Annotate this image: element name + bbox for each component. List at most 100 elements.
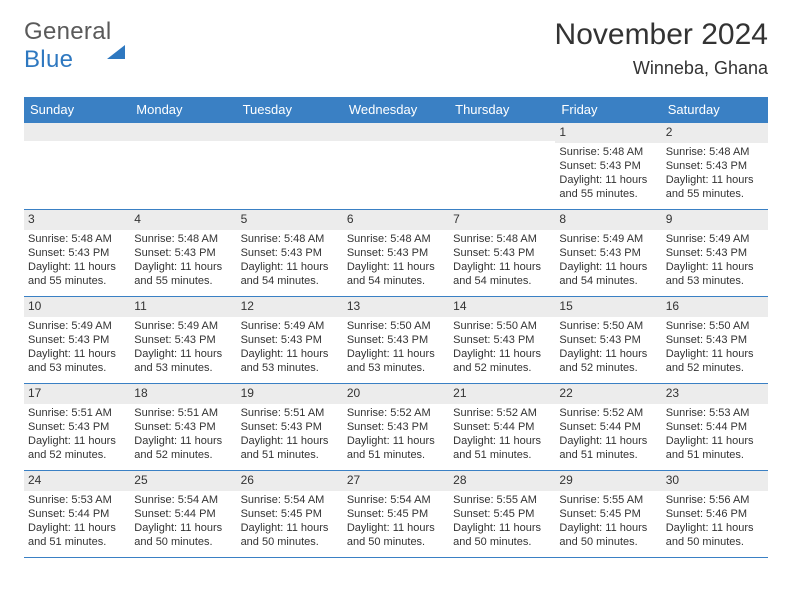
day-number: 30 — [662, 471, 768, 491]
sunrise-text: Sunrise: 5:48 AM — [453, 232, 551, 246]
day-number: 26 — [237, 471, 343, 491]
day-number: 7 — [449, 210, 555, 230]
sunset-text: Sunset: 5:44 PM — [453, 420, 551, 434]
day-cell: 29Sunrise: 5:55 AMSunset: 5:45 PMDayligh… — [555, 471, 661, 557]
day-number: 21 — [449, 384, 555, 404]
sunset-text: Sunset: 5:46 PM — [666, 507, 764, 521]
day-info: Sunrise: 5:49 AMSunset: 5:43 PMDaylight:… — [241, 319, 339, 376]
sunset-text: Sunset: 5:43 PM — [241, 333, 339, 347]
day-number: 27 — [343, 471, 449, 491]
sunset-text: Sunset: 5:43 PM — [347, 333, 445, 347]
day-cell: 7Sunrise: 5:48 AMSunset: 5:43 PMDaylight… — [449, 210, 555, 296]
sunrise-text: Sunrise: 5:52 AM — [559, 406, 657, 420]
week-row: 24Sunrise: 5:53 AMSunset: 5:44 PMDayligh… — [24, 470, 768, 557]
day-cell: 26Sunrise: 5:54 AMSunset: 5:45 PMDayligh… — [237, 471, 343, 557]
sunset-text: Sunset: 5:44 PM — [666, 420, 764, 434]
day-number: 15 — [555, 297, 661, 317]
daylight-text: Daylight: 11 hours and 52 minutes. — [666, 347, 764, 376]
day-number: 13 — [343, 297, 449, 317]
week-row: 1Sunrise: 5:48 AMSunset: 5:43 PMDaylight… — [24, 122, 768, 209]
day-info: Sunrise: 5:54 AMSunset: 5:45 PMDaylight:… — [347, 493, 445, 550]
sunset-text: Sunset: 5:43 PM — [453, 246, 551, 260]
day-info: Sunrise: 5:56 AMSunset: 5:46 PMDaylight:… — [666, 493, 764, 550]
sunset-text: Sunset: 5:45 PM — [241, 507, 339, 521]
day-header-mon: Monday — [130, 97, 236, 122]
sunrise-text: Sunrise: 5:50 AM — [347, 319, 445, 333]
sunrise-text: Sunrise: 5:49 AM — [666, 232, 764, 246]
day-cell: 13Sunrise: 5:50 AMSunset: 5:43 PMDayligh… — [343, 297, 449, 383]
page-header: General Blue November 2024 Winneba, Ghan… — [24, 18, 768, 79]
sunset-text: Sunset: 5:44 PM — [28, 507, 126, 521]
day-info: Sunrise: 5:53 AMSunset: 5:44 PMDaylight:… — [28, 493, 126, 550]
calendar-grid: Sunday Monday Tuesday Wednesday Thursday… — [24, 97, 768, 558]
daylight-text: Daylight: 11 hours and 53 minutes. — [134, 347, 232, 376]
day-info: Sunrise: 5:54 AMSunset: 5:44 PMDaylight:… — [134, 493, 232, 550]
daylight-text: Daylight: 11 hours and 55 minutes. — [28, 260, 126, 289]
sunset-text: Sunset: 5:43 PM — [28, 246, 126, 260]
day-number: 10 — [24, 297, 130, 317]
sunrise-text: Sunrise: 5:48 AM — [134, 232, 232, 246]
sunrise-text: Sunrise: 5:50 AM — [453, 319, 551, 333]
day-cell — [343, 123, 449, 209]
daylight-text: Daylight: 11 hours and 52 minutes. — [28, 434, 126, 463]
day-number — [24, 123, 130, 141]
day-cell: 25Sunrise: 5:54 AMSunset: 5:44 PMDayligh… — [130, 471, 236, 557]
daylight-text: Daylight: 11 hours and 55 minutes. — [559, 173, 657, 202]
day-number: 29 — [555, 471, 661, 491]
day-cell: 3Sunrise: 5:48 AMSunset: 5:43 PMDaylight… — [24, 210, 130, 296]
daylight-text: Daylight: 11 hours and 50 minutes. — [241, 521, 339, 550]
logo-word-2: Blue — [24, 46, 73, 73]
daylight-text: Daylight: 11 hours and 55 minutes. — [666, 173, 764, 202]
day-info: Sunrise: 5:48 AMSunset: 5:43 PMDaylight:… — [559, 145, 657, 202]
sunrise-text: Sunrise: 5:51 AM — [28, 406, 126, 420]
day-cell — [237, 123, 343, 209]
day-info: Sunrise: 5:52 AMSunset: 5:44 PMDaylight:… — [559, 406, 657, 463]
day-number: 11 — [130, 297, 236, 317]
day-info: Sunrise: 5:48 AMSunset: 5:43 PMDaylight:… — [241, 232, 339, 289]
day-cell — [130, 123, 236, 209]
day-info: Sunrise: 5:49 AMSunset: 5:43 PMDaylight:… — [666, 232, 764, 289]
brand-logo: General Blue — [24, 18, 125, 74]
location-label: Winneba, Ghana — [555, 58, 768, 79]
day-number — [343, 123, 449, 141]
sunrise-text: Sunrise: 5:49 AM — [559, 232, 657, 246]
day-info: Sunrise: 5:48 AMSunset: 5:43 PMDaylight:… — [666, 145, 764, 202]
sunrise-text: Sunrise: 5:54 AM — [134, 493, 232, 507]
sunset-text: Sunset: 5:43 PM — [453, 333, 551, 347]
sunset-text: Sunset: 5:43 PM — [666, 159, 764, 173]
sunset-text: Sunset: 5:43 PM — [666, 246, 764, 260]
daylight-text: Daylight: 11 hours and 55 minutes. — [134, 260, 232, 289]
day-cell: 18Sunrise: 5:51 AMSunset: 5:43 PMDayligh… — [130, 384, 236, 470]
day-cell: 6Sunrise: 5:48 AMSunset: 5:43 PMDaylight… — [343, 210, 449, 296]
sunrise-text: Sunrise: 5:48 AM — [241, 232, 339, 246]
sunrise-text: Sunrise: 5:53 AM — [666, 406, 764, 420]
day-info: Sunrise: 5:50 AMSunset: 5:43 PMDaylight:… — [347, 319, 445, 376]
daylight-text: Daylight: 11 hours and 52 minutes. — [453, 347, 551, 376]
day-info: Sunrise: 5:49 AMSunset: 5:43 PMDaylight:… — [28, 319, 126, 376]
day-cell: 9Sunrise: 5:49 AMSunset: 5:43 PMDaylight… — [662, 210, 768, 296]
sunset-text: Sunset: 5:43 PM — [347, 246, 445, 260]
day-header-tue: Tuesday — [237, 97, 343, 122]
day-number — [449, 123, 555, 141]
day-number: 2 — [662, 123, 768, 143]
day-number: 9 — [662, 210, 768, 230]
sunrise-text: Sunrise: 5:48 AM — [347, 232, 445, 246]
day-number — [130, 123, 236, 141]
day-cell: 8Sunrise: 5:49 AMSunset: 5:43 PMDaylight… — [555, 210, 661, 296]
daylight-text: Daylight: 11 hours and 50 minutes. — [134, 521, 232, 550]
day-header-fri: Friday — [555, 97, 661, 122]
day-cell: 22Sunrise: 5:52 AMSunset: 5:44 PMDayligh… — [555, 384, 661, 470]
day-number: 4 — [130, 210, 236, 230]
day-info: Sunrise: 5:50 AMSunset: 5:43 PMDaylight:… — [666, 319, 764, 376]
day-cell: 19Sunrise: 5:51 AMSunset: 5:43 PMDayligh… — [237, 384, 343, 470]
month-title: November 2024 — [555, 18, 768, 52]
day-cell: 14Sunrise: 5:50 AMSunset: 5:43 PMDayligh… — [449, 297, 555, 383]
day-cell: 5Sunrise: 5:48 AMSunset: 5:43 PMDaylight… — [237, 210, 343, 296]
sunset-text: Sunset: 5:43 PM — [347, 420, 445, 434]
day-cell: 1Sunrise: 5:48 AMSunset: 5:43 PMDaylight… — [555, 123, 661, 209]
sunset-text: Sunset: 5:44 PM — [559, 420, 657, 434]
day-number: 12 — [237, 297, 343, 317]
sunrise-text: Sunrise: 5:48 AM — [559, 145, 657, 159]
sunrise-text: Sunrise: 5:49 AM — [134, 319, 232, 333]
day-number: 8 — [555, 210, 661, 230]
